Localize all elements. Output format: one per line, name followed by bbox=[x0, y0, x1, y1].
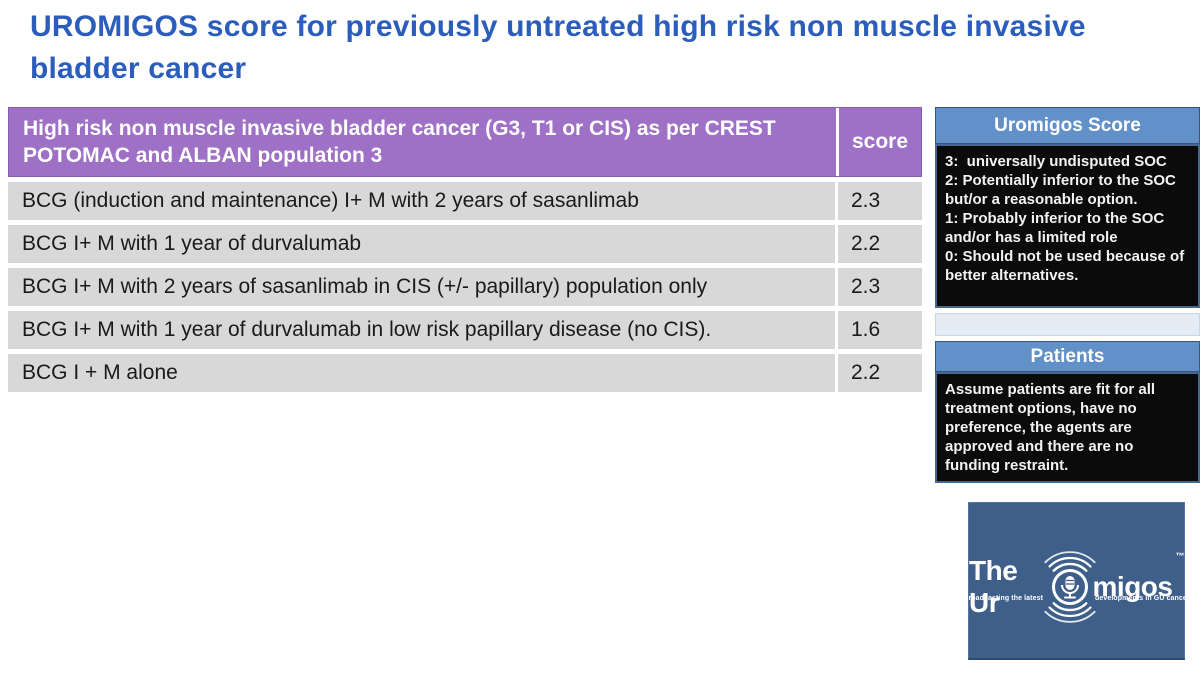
score-cell: 2.3 bbox=[838, 268, 922, 306]
page-title: UROMIGOS score for previously untreated … bbox=[30, 10, 1086, 85]
legend-line-3: 3: universally undisputed SOC bbox=[945, 153, 1167, 170]
patients-assumptions: Assume patients are fit for all treatmen… bbox=[935, 372, 1200, 483]
logo-text-left: The Ur bbox=[969, 555, 1018, 618]
patients-header: Patients bbox=[935, 341, 1200, 372]
table-row: BCG I+ M with 1 year of durvalumab in lo… bbox=[8, 311, 922, 349]
table-header-criteria: High risk non muscle invasive bladder ca… bbox=[9, 108, 839, 176]
treatment-cell: BCG I+ M with 1 year of durvalumab bbox=[8, 225, 838, 263]
trademark-symbol: ™ bbox=[1175, 551, 1185, 561]
uromigos-logo: The Ur bbox=[963, 502, 1190, 660]
table-row: BCG I + M alone 2.2 bbox=[8, 354, 922, 392]
score-cell: 1.6 bbox=[838, 311, 922, 349]
treatment-cell: BCG I + M alone bbox=[8, 354, 838, 392]
logo-brand-row: The Ur bbox=[969, 551, 1184, 623]
logo-tagline-left: Broadcasting the latest bbox=[963, 595, 1044, 602]
microphone-icon bbox=[1043, 551, 1096, 623]
legend-line-0: 0: Should not be used because of better … bbox=[945, 248, 1189, 284]
spacer-strip bbox=[935, 313, 1200, 336]
score-cell: 2.3 bbox=[838, 182, 922, 220]
treatment-cell: BCG (induction and maintenance) I+ M wit… bbox=[8, 182, 838, 220]
logo-tagline-right: developments in GU cancer bbox=[1095, 595, 1190, 602]
score-cell: 2.2 bbox=[838, 225, 922, 263]
table-header-row: High risk non muscle invasive bladder ca… bbox=[8, 107, 922, 177]
table-row: BCG (induction and maintenance) I+ M wit… bbox=[8, 182, 922, 220]
logo-tagline: Broadcasting the latest developments in … bbox=[963, 595, 1189, 602]
table-header-score: score bbox=[851, 130, 909, 153]
uromigos-score-legend: 3: universally undisputed SOC 2: Potenti… bbox=[935, 144, 1200, 308]
table-row: BCG I+ M with 2 years of sasanlimab in C… bbox=[8, 268, 922, 306]
table-row: BCG I+ M with 1 year of durvalumab 2.2 bbox=[8, 225, 922, 263]
uromigos-score-header: Uromigos Score bbox=[935, 107, 1200, 144]
legend-line-1: 1: Probably inferior to the SOC and/or h… bbox=[945, 210, 1169, 246]
treatment-cell: BCG I+ M with 2 years of sasanlimab in C… bbox=[8, 268, 838, 306]
score-table: High risk non muscle invasive bladder ca… bbox=[8, 107, 922, 392]
score-cell: 2.2 bbox=[838, 354, 922, 392]
logo-text-right: migos bbox=[1092, 571, 1173, 602]
legend-line-2: 2: Potentially inferior to the SOC but/o… bbox=[945, 172, 1181, 208]
treatment-cell: BCG I+ M with 1 year of durvalumab in lo… bbox=[8, 311, 838, 349]
sidebar: Uromigos Score 3: universally undisputed… bbox=[935, 107, 1200, 483]
